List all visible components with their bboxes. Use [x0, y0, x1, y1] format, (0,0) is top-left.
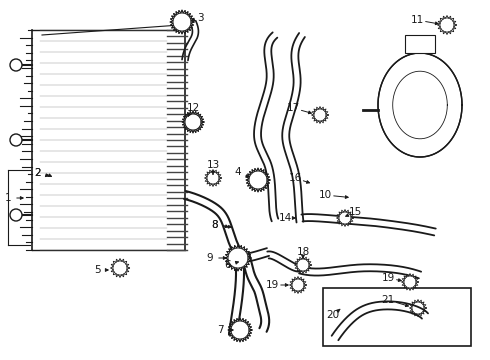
Text: 9: 9: [207, 253, 213, 263]
Text: 19: 19: [381, 273, 394, 283]
Text: 2: 2: [35, 168, 41, 178]
Circle shape: [10, 59, 22, 71]
Polygon shape: [412, 302, 424, 314]
Circle shape: [10, 134, 22, 146]
Polygon shape: [404, 276, 416, 288]
Circle shape: [10, 209, 22, 221]
Text: 18: 18: [296, 247, 310, 257]
Polygon shape: [207, 172, 219, 184]
Text: 15: 15: [348, 207, 362, 217]
Bar: [405, 35, 435, 53]
Text: 12: 12: [186, 103, 199, 113]
Text: 4: 4: [235, 167, 241, 177]
Polygon shape: [185, 114, 201, 130]
Text: 16: 16: [289, 173, 302, 183]
Text: 2: 2: [35, 168, 41, 178]
Polygon shape: [228, 248, 248, 268]
Text: 11: 11: [411, 15, 424, 25]
Text: 8: 8: [212, 220, 219, 230]
Text: 5: 5: [94, 265, 100, 275]
Text: 7: 7: [217, 325, 223, 335]
Polygon shape: [292, 279, 304, 291]
Polygon shape: [231, 321, 249, 339]
Text: 19: 19: [266, 280, 279, 290]
Text: 8: 8: [212, 220, 219, 230]
Text: 1: 1: [5, 193, 11, 203]
Polygon shape: [113, 261, 127, 275]
Polygon shape: [339, 212, 351, 224]
Polygon shape: [297, 259, 309, 271]
Text: 21: 21: [381, 295, 394, 305]
Polygon shape: [378, 53, 462, 157]
Polygon shape: [249, 171, 267, 189]
Text: 13: 13: [206, 160, 220, 170]
Text: 6: 6: [225, 260, 231, 270]
Polygon shape: [173, 13, 191, 31]
Text: 3: 3: [196, 13, 203, 23]
Text: 14: 14: [278, 213, 292, 223]
Polygon shape: [440, 18, 454, 32]
Text: 17: 17: [286, 103, 299, 113]
Bar: [323, 288, 471, 346]
Text: 10: 10: [318, 190, 332, 200]
Polygon shape: [314, 109, 326, 121]
Text: 20: 20: [326, 310, 340, 320]
